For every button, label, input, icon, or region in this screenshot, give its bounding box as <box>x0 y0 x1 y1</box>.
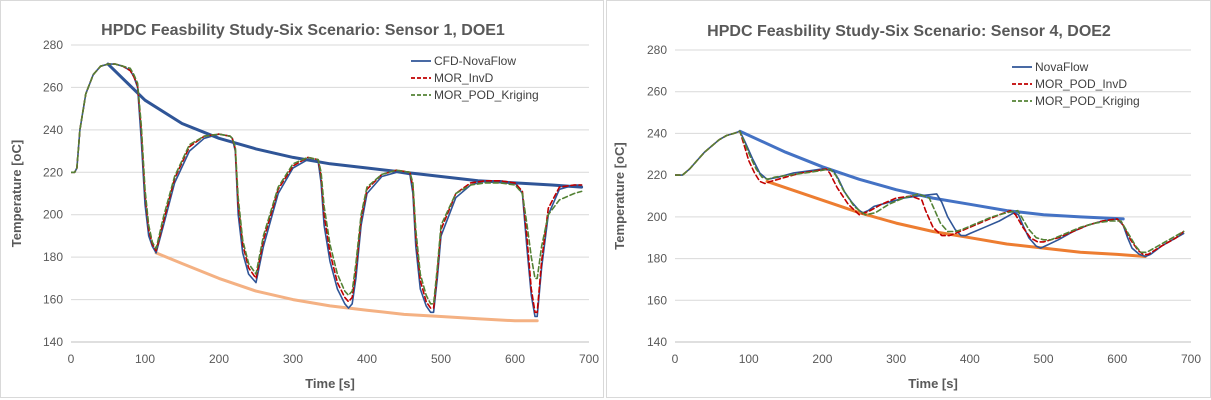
chart2-series-novaflow <box>675 130 1185 258</box>
chart1-x-tick-label: 100 <box>135 352 155 366</box>
chart1-y-tick-label: 260 <box>43 80 63 94</box>
chart2-x-tick-label: 400 <box>960 352 980 366</box>
chart-sensor4-svg: HPDC Feasbility Study-Six Scenario: Sens… <box>612 23 1201 391</box>
chart2-y-tick-label: 280 <box>647 43 667 57</box>
chart2-y-tick-label: 260 <box>647 85 667 99</box>
chart2-y-tick-label: 180 <box>647 252 667 266</box>
chart1-y-tick-label: 160 <box>43 293 63 307</box>
chart2-y-axis-title: Temperature [oC] <box>612 142 627 249</box>
chart-panel-sensor4: HPDC Feasbility Study-Six Scenario: Sens… <box>606 0 1211 398</box>
chart1-x-axis-title: Time [s] <box>305 376 355 391</box>
chart2-series-lower-envelope <box>765 179 1147 258</box>
chart2-y-tick-label: 200 <box>647 210 667 224</box>
chart2-x-tick-label: 100 <box>739 352 759 366</box>
chart1-x-tick-label: 600 <box>505 352 525 366</box>
chart-panel-sensor1: HPDC Feasbility Study-Six Scenario: Sens… <box>0 0 604 398</box>
chart1-y-tick-label: 280 <box>43 38 63 52</box>
chart-sensor1-svg: HPDC Feasbility Study-Six Scenario: Sens… <box>9 22 599 391</box>
chart2-x-axis-title: Time [s] <box>908 376 958 391</box>
chart1-x-tick-label: 0 <box>68 352 75 366</box>
chart2-x-tick-label: 300 <box>886 352 906 366</box>
chart2-x-tick-label: 200 <box>812 352 832 366</box>
chart1-title: HPDC Feasbility Study-Six Scenario: Sens… <box>101 22 505 39</box>
chart2-y-tick-label: 160 <box>647 293 667 307</box>
chart2-legend-label-mor-pod-invd: MOR_POD_InvD <box>1035 77 1127 91</box>
chart2-series-upper-envelope <box>738 129 1125 221</box>
chart1-plot-area <box>71 62 584 323</box>
chart1-legend-label-mor-invd: MOR_InvD <box>434 71 494 85</box>
chart1-y-tick-label: 240 <box>43 123 63 137</box>
chart1-x-tick-label: 300 <box>283 352 303 366</box>
chart1-y-tick-label: 140 <box>43 335 63 349</box>
chart2-series-mor-pod-invd <box>675 130 1185 256</box>
chart2-series-mor-pod-kriging <box>675 130 1185 254</box>
chart2-x-tick-label: 500 <box>1034 352 1054 366</box>
chart1-legend-label-cfd-novaflow: CFD-NovaFlow <box>434 54 516 68</box>
chart1-x-tick-label: 700 <box>579 352 599 366</box>
chart1-y-tick-label: 180 <box>43 250 63 264</box>
chart2-x-tick-label: 600 <box>1107 352 1127 366</box>
chart2-y-tick-label: 220 <box>647 168 667 182</box>
chart1-x-tick-label: 400 <box>357 352 377 366</box>
chart2-legend-label-novaflow: NovaFlow <box>1035 60 1089 74</box>
chart2-x-tick-label: 700 <box>1181 352 1201 366</box>
chart1-series-mor-pod-kriging <box>71 63 583 305</box>
chart1-y-axis-title: Temperature [oC] <box>9 140 24 247</box>
chart1-legend-label-mor-pod-kriging: MOR_POD_Kriging <box>434 88 539 102</box>
chart1-y-tick-label: 200 <box>43 208 63 222</box>
chart2-plot-area <box>675 129 1185 258</box>
chart2-y-tick-label: 140 <box>647 335 667 349</box>
chart2-y-tick-label: 240 <box>647 126 667 140</box>
chart2-x-tick-label: 0 <box>672 352 679 366</box>
chart2-legend-label-mor-pod-kriging: MOR_POD_Kriging <box>1035 94 1140 108</box>
chart1-y-tick-label: 220 <box>43 165 63 179</box>
chart1-x-tick-label: 500 <box>431 352 451 366</box>
chart1-series-lower-envelope <box>154 251 539 323</box>
chart1-x-tick-label: 200 <box>209 352 229 366</box>
chart2-title: HPDC Feasbility Study-Six Scenario: Sens… <box>707 23 1111 40</box>
